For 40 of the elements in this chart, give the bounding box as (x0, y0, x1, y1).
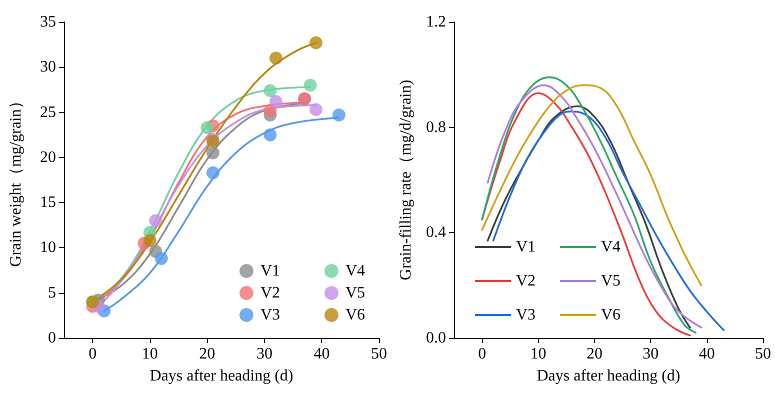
y-axis-title: Grain-filling rate（mg/d/grain) (398, 80, 414, 280)
y-tick-label: 25 (40, 104, 56, 121)
x-axis-title: Days after heading (d) (536, 368, 680, 384)
legend-label: V6 (345, 306, 366, 324)
x-tick-label: 0 (88, 346, 97, 362)
legend-label: V6 (601, 306, 621, 324)
x-tick-label: 0 (478, 346, 486, 362)
y-tick-label: 10 (40, 239, 56, 256)
legend-label: V1 (260, 262, 280, 280)
x-tick-label: 30 (256, 346, 272, 362)
legend-label: V5 (345, 284, 366, 302)
x-tick-label: 10 (530, 346, 546, 362)
legend-label: V2 (516, 272, 536, 290)
y-tick-label: 0.4 (426, 224, 446, 242)
legend-label: V2 (260, 284, 280, 302)
x-tick-label: 20 (199, 346, 216, 362)
x-tick-label: 40 (314, 346, 330, 362)
x-tick-label: 40 (698, 346, 715, 362)
x-tick-label: 30 (642, 346, 659, 362)
x-tick-label: 50 (755, 346, 771, 362)
y-tick-label: 30 (40, 58, 56, 76)
y-tick-label: 15 (40, 194, 56, 212)
y-tick-label: 35 (40, 14, 56, 30)
x-axis-title: Days after heading (d) (150, 368, 294, 384)
y-tick-label: 0.8 (426, 118, 446, 136)
y-tick-label: 20 (40, 148, 56, 166)
y-tick-label: 0.0 (426, 330, 446, 346)
y-tick-label: 0 (48, 330, 56, 346)
legend-label: V3 (260, 306, 280, 324)
x-tick-label: 10 (142, 346, 158, 362)
x-tick-label: 50 (371, 346, 387, 362)
x-tick-label: 20 (586, 346, 602, 362)
y-tick-label: 5 (48, 284, 56, 302)
y-axis-title: Grain weight（mg/grain） (8, 93, 24, 267)
legend-label: V5 (601, 272, 621, 290)
y-tick-label: 1.2 (426, 14, 446, 30)
legend-label: V3 (516, 306, 536, 324)
legend-label: V4 (345, 262, 366, 280)
legend-label: V4 (601, 238, 621, 256)
legend-label: V1 (516, 238, 536, 256)
